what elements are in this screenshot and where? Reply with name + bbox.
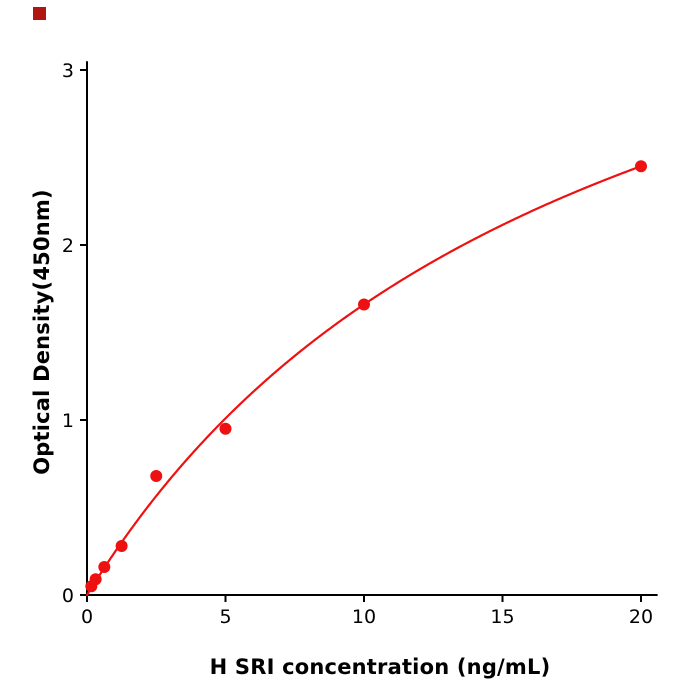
x-tick-label: 5: [219, 606, 231, 628]
y-tick-label: 1: [62, 410, 74, 432]
x-tick-label: 15: [490, 606, 514, 628]
y-tick-label: 0: [62, 585, 74, 607]
y-tick-label: 2: [62, 235, 74, 257]
data-point: [358, 298, 370, 311]
data-point: [150, 470, 163, 482]
data-point: [635, 160, 647, 173]
data-point: [89, 573, 102, 586]
x-tick-label: 10: [352, 606, 376, 628]
y-axis-title: Optical Density(450nm): [30, 189, 54, 475]
y-tick-label: 3: [62, 60, 74, 82]
data-point: [98, 561, 111, 573]
fit-curve: [85, 165, 643, 597]
data-point: [115, 540, 128, 552]
x-tick-label: 0: [81, 606, 93, 628]
data-point: [219, 422, 232, 435]
x-axis-title: H SRI concentration (ng/mL): [209, 655, 551, 679]
corner-red-square-mark: [33, 7, 46, 20]
x-tick-label: 20: [629, 606, 653, 628]
